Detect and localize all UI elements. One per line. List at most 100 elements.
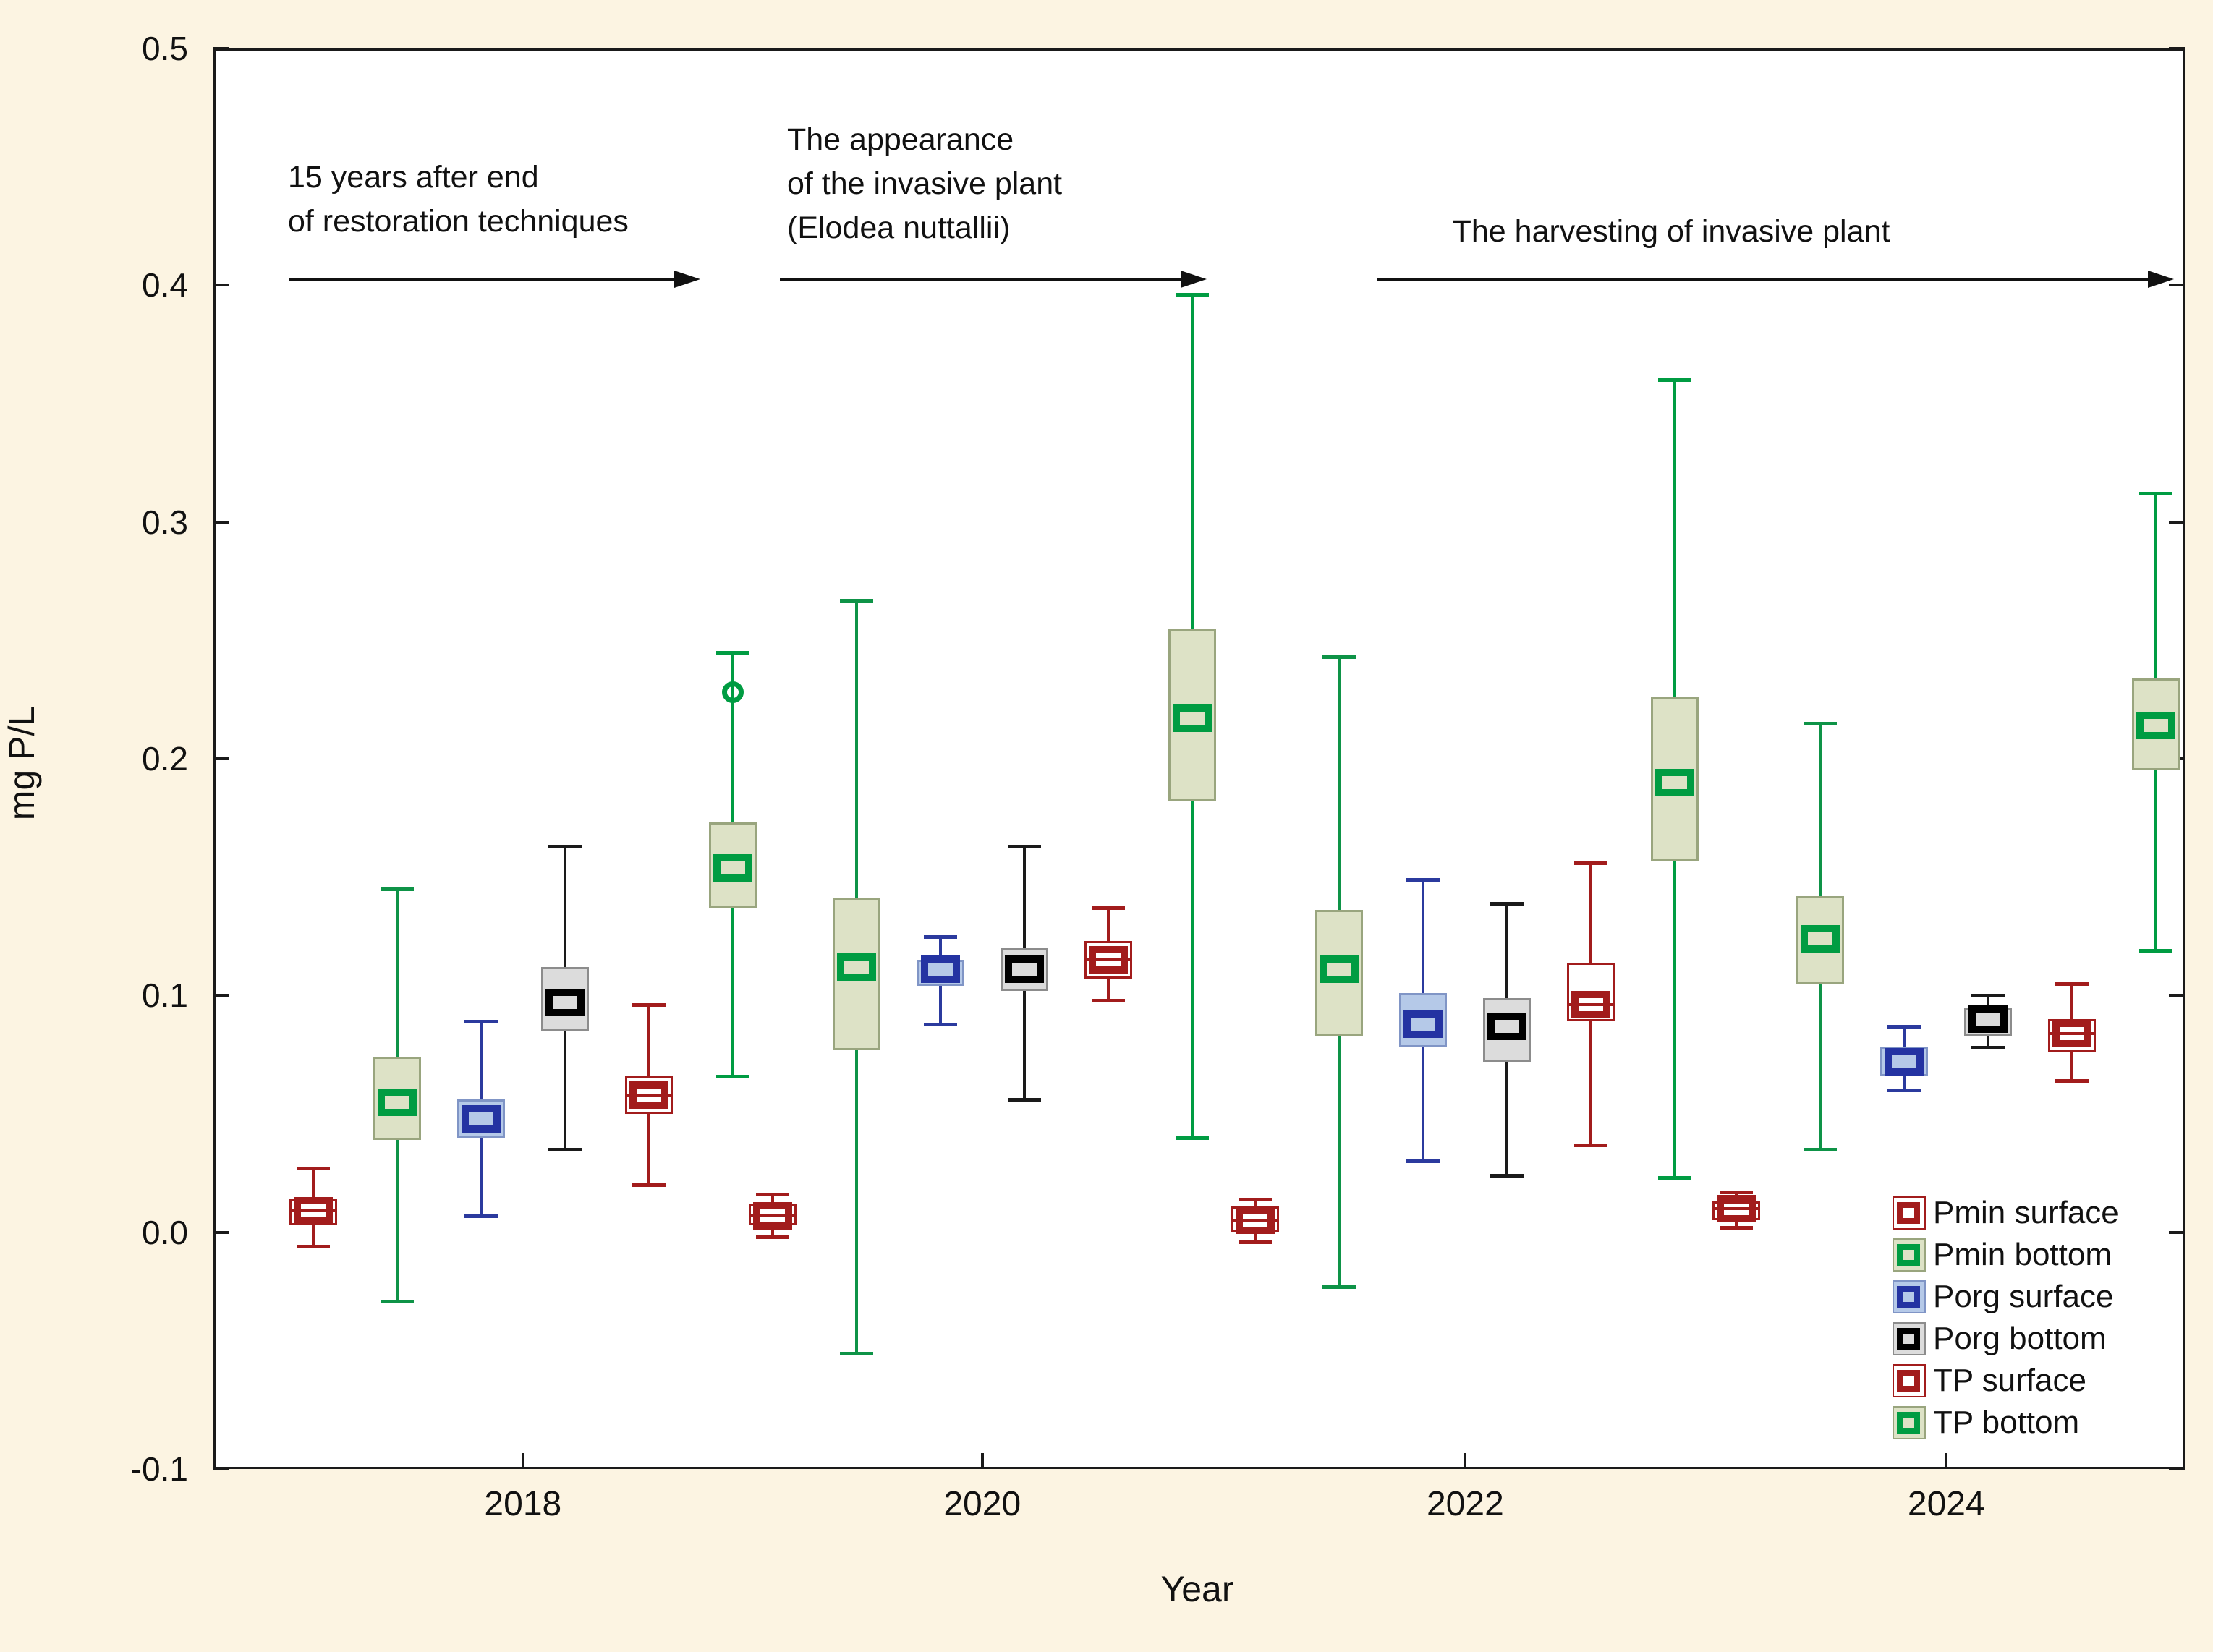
whisker-cap xyxy=(464,1214,498,1218)
legend-item-pmin-bottom: Pmin bottom xyxy=(1893,1237,2112,1273)
whisker-cap xyxy=(1007,845,1041,849)
whisker-cap xyxy=(1322,1285,1356,1289)
whisker-cap xyxy=(923,1022,957,1026)
median-marker xyxy=(713,853,752,882)
median-line xyxy=(1231,1219,1280,1222)
median-line xyxy=(1567,1003,1615,1007)
whisker-cap xyxy=(1574,861,1608,866)
y-tick-mark-right xyxy=(2169,994,2185,997)
whisker-cap xyxy=(715,1074,749,1078)
x-axis-title: Year xyxy=(1160,1569,1234,1609)
legend-marker-icon xyxy=(1897,1412,1920,1434)
legend-item-porg-surface: Porg surface xyxy=(1893,1279,2113,1315)
whisker-cap xyxy=(2139,492,2173,496)
x-tick-label: 2024 xyxy=(1907,1485,1985,1523)
whisker-cap xyxy=(1406,877,1440,882)
whisker-cap xyxy=(1490,901,1524,906)
x-tick-label: 2018 xyxy=(484,1485,562,1523)
median-marker xyxy=(629,1081,668,1109)
annotation-arrowhead-2 xyxy=(1181,271,1207,288)
median-marker xyxy=(1172,704,1212,733)
whisker-cap xyxy=(1971,1046,2005,1050)
whisker-cap xyxy=(1239,1197,1273,1201)
whisker-cap xyxy=(1887,1089,1921,1093)
y-tick-label: 0.3 xyxy=(142,503,188,541)
whisker-cap xyxy=(923,934,957,939)
whisker-cap xyxy=(1175,1136,1209,1140)
median-line xyxy=(748,1214,797,1217)
annotation-arrowhead-3 xyxy=(2148,271,2174,288)
whisker-cap xyxy=(1971,994,2005,998)
legend-marker-icon xyxy=(1897,1370,1920,1392)
median-marker xyxy=(461,1104,501,1133)
annotation-text-1: 15 years after end of restoration techniq… xyxy=(288,156,722,244)
median-marker xyxy=(545,989,585,1017)
annotation-arrow-3 xyxy=(1377,278,2152,281)
median-marker xyxy=(293,1197,333,1225)
legend-item-label: Pmin surface xyxy=(1933,1195,2119,1230)
y-tick-label: 0.2 xyxy=(142,740,188,778)
legend-key-icon xyxy=(1893,1364,1926,1397)
median-line xyxy=(289,1209,337,1213)
whisker-cap xyxy=(1239,1240,1273,1244)
y-tick-mark-left xyxy=(213,47,229,50)
quartile-box xyxy=(1483,997,1532,1062)
whisker-cap xyxy=(1007,1098,1041,1102)
annotation-line: of the invasive plant xyxy=(787,166,1063,201)
y-tick-mark-right xyxy=(2169,47,2185,50)
median-marker xyxy=(752,1201,792,1230)
y-tick-mark-left xyxy=(213,994,229,997)
legend-marker-icon xyxy=(1897,1286,1920,1308)
legend-item-porg-bottom: Porg bottom xyxy=(1893,1321,2107,1357)
whisker-cap xyxy=(548,1148,582,1152)
legend-key-icon xyxy=(1893,1406,1926,1439)
median-marker xyxy=(1487,1012,1527,1040)
y-tick-mark-left xyxy=(213,1468,229,1470)
y-tick-mark-left xyxy=(213,757,229,760)
annotation-arrow-1 xyxy=(289,278,679,281)
legend-key-icon xyxy=(1893,1322,1926,1355)
whisker-cap xyxy=(715,650,749,655)
median-line xyxy=(1084,958,1132,962)
whisker-cap xyxy=(1175,293,1209,297)
median-marker xyxy=(377,1088,417,1116)
y-tick-mark-right xyxy=(2169,1468,2185,1470)
whisker-cap xyxy=(464,1020,498,1024)
legend-item-pmin-surface: Pmin surface xyxy=(1893,1195,2119,1231)
median-marker xyxy=(1801,924,1840,953)
annotation-arrowhead-1 xyxy=(674,271,700,288)
whisker-cap xyxy=(1091,998,1125,1002)
whisker-cap xyxy=(1804,721,1838,725)
whisker-cap xyxy=(755,1193,789,1197)
y-tick-mark-left xyxy=(213,520,229,524)
whisker-cap xyxy=(1804,1148,1838,1152)
whisker-cap xyxy=(380,887,414,892)
x-tick-mark xyxy=(1464,1453,1467,1469)
annotation-line: The appearance xyxy=(787,122,1014,157)
x-tick-label: 2022 xyxy=(1426,1485,1504,1523)
whisker-cap xyxy=(839,598,873,603)
legend-marker-icon xyxy=(1897,1328,1920,1350)
median-marker xyxy=(836,953,876,982)
annotation-line: The harvesting of invasive plant xyxy=(1452,214,1890,249)
y-tick-label: -0.1 xyxy=(130,1450,188,1488)
legend-item-label: TP surface xyxy=(1933,1363,2086,1398)
y-tick-label: 0.5 xyxy=(142,30,188,67)
legend-key-icon xyxy=(1893,1196,1926,1230)
median-marker xyxy=(1236,1206,1275,1235)
median-marker xyxy=(2136,712,2176,740)
whisker-cap xyxy=(1658,1176,1692,1180)
legend-item-label: Porg bottom xyxy=(1933,1321,2107,1356)
median-marker xyxy=(1717,1194,1757,1222)
whisker-cap xyxy=(1887,1024,1921,1029)
x-tick-mark xyxy=(980,1453,984,1469)
y-tick-label: 0.4 xyxy=(142,266,188,305)
legend-item-tp-bottom: TP bottom xyxy=(1893,1405,2079,1441)
y-tick-mark-left xyxy=(213,1230,229,1234)
whisker-cap xyxy=(2139,949,2173,953)
y-tick-mark-right xyxy=(2169,1230,2185,1234)
whisker-cap xyxy=(632,1003,666,1008)
legend-marker-icon xyxy=(1897,1244,1920,1266)
y-tick-mark-left xyxy=(213,284,229,287)
